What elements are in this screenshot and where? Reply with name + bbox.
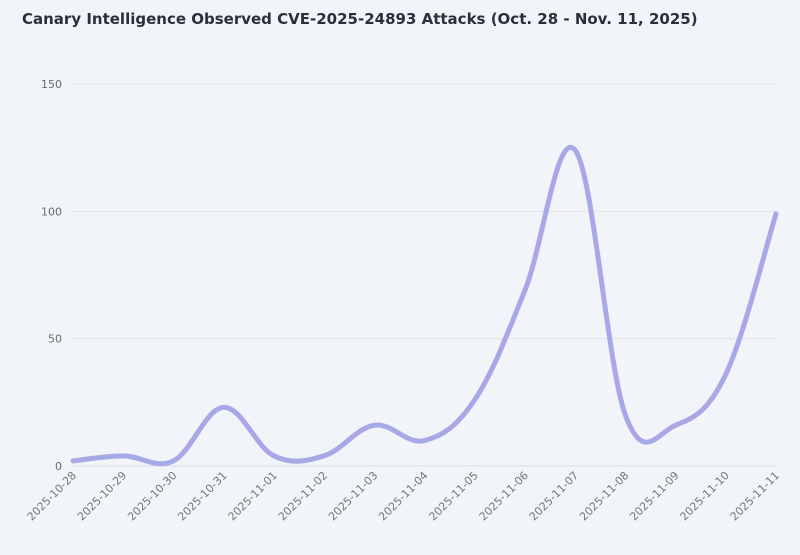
data-point[interactable] <box>422 438 428 444</box>
gridlines <box>73 83 776 467</box>
data-point[interactable] <box>271 453 277 459</box>
data-point[interactable] <box>321 453 327 459</box>
data-point[interactable] <box>522 287 528 293</box>
x-tick-label: 2025-11-09 <box>627 469 681 523</box>
data-point[interactable] <box>673 422 679 428</box>
x-tick-label: 2025-10-28 <box>25 469 79 523</box>
x-tick-label: 2025-11-04 <box>376 469 430 523</box>
data-point[interactable] <box>572 147 578 153</box>
data-point[interactable] <box>120 453 126 459</box>
x-tick-label: 2025-11-05 <box>426 469 480 523</box>
x-tick-label: 2025-11-02 <box>276 469 330 523</box>
data-point[interactable] <box>221 404 227 410</box>
x-tick-label: 2025-11-10 <box>678 469 732 523</box>
data-point[interactable] <box>70 458 76 464</box>
x-tick-label: 2025-10-31 <box>175 469 229 523</box>
x-tick-label: 2025-11-03 <box>326 469 380 523</box>
data-point[interactable] <box>371 422 377 428</box>
y-tick-label: 0 <box>55 460 62 473</box>
data-point[interactable] <box>472 397 478 403</box>
x-tick-label: 2025-11-06 <box>477 469 531 523</box>
x-tick-label: 2025-11-11 <box>728 469 782 523</box>
chart-title: Canary Intelligence Observed CVE-2025-24… <box>22 10 698 28</box>
series-group <box>70 144 779 467</box>
y-tick-label: 150 <box>41 78 62 91</box>
y-tick-label: 100 <box>41 205 62 218</box>
data-point[interactable] <box>723 371 729 377</box>
y-axis-ticks: 0 50 100 150 <box>41 78 62 473</box>
series-line-attacks <box>70 144 779 467</box>
x-tick-label: 2025-11-01 <box>226 469 280 523</box>
x-tick-label: 2025-10-30 <box>125 469 179 523</box>
x-tick-label: 2025-11-07 <box>527 469 581 523</box>
data-point[interactable] <box>622 412 628 418</box>
x-tick-label: 2025-11-08 <box>577 469 631 523</box>
x-axis: 2025-10-282025-10-292025-10-302025-10-31… <box>25 465 782 523</box>
x-tick-label: 2025-10-29 <box>75 469 129 523</box>
data-point[interactable] <box>773 211 779 217</box>
y-tick-label: 50 <box>48 333 62 346</box>
data-point[interactable] <box>170 458 176 464</box>
